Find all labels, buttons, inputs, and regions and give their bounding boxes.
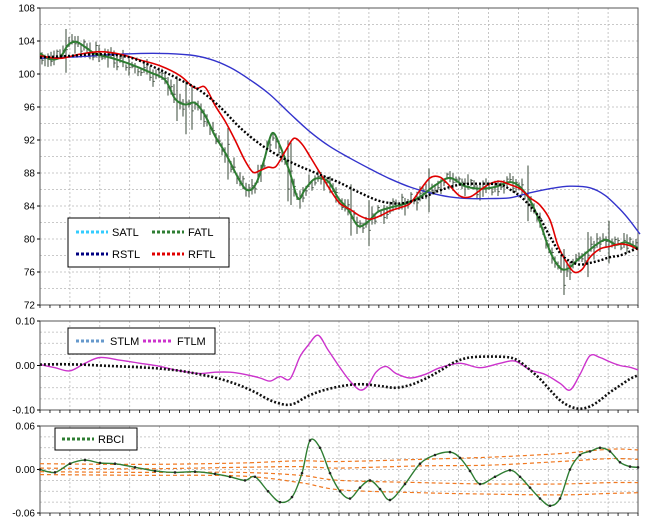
legend-top: SATL FATL RSTL RFTL — [67, 217, 230, 268]
rbci-point — [193, 470, 197, 473]
rbci-point — [493, 475, 497, 479]
rbci-point — [243, 479, 247, 482]
rbci-point — [338, 489, 342, 493]
series-fatl-line — [39, 40, 639, 271]
legend-box — [67, 217, 230, 268]
rbci-point — [228, 475, 232, 479]
rbci-point — [83, 458, 87, 462]
y-tick-label: 96 — [24, 103, 36, 114]
rbci-point — [598, 446, 602, 450]
series-ftlm-line — [39, 334, 639, 391]
rbci-point — [478, 482, 482, 486]
rbci-point — [578, 453, 582, 457]
y-tick-label: 104 — [18, 37, 35, 48]
legend-label-stlm: STLM — [110, 336, 139, 348]
rbci-point — [528, 486, 532, 489]
y-tick-label: 108 — [18, 4, 35, 15]
legend-label-fatl: FATL — [188, 227, 213, 239]
legend-label-rstl: RSTL — [112, 249, 140, 261]
rbci-point — [266, 489, 270, 493]
rbci-point — [448, 450, 452, 454]
rbci-point — [300, 471, 304, 475]
vertical-gridlines — [69, 426, 609, 513]
panel-1: 72 76 80 84 88 92 96 100 104 108 SATL FATL RSTL RFTL — [18, 4, 641, 312]
y-tick-label: 0.00 — [16, 465, 36, 476]
y-tick-label: 80 — [24, 235, 36, 246]
rbci-point — [558, 497, 562, 500]
y-tick-label: 0.00 — [16, 361, 36, 372]
legend-label-rbci: RBCI — [98, 434, 124, 446]
rbci-point — [628, 465, 632, 468]
series-stlm-line — [39, 355, 639, 411]
y-tick-label: 92 — [24, 136, 36, 147]
rbci-point — [253, 475, 257, 479]
rbci-point — [173, 471, 177, 474]
legend-label-rftl: RFTL — [188, 249, 216, 261]
rbci-point — [636, 466, 640, 469]
y-tick-label: 0.06 — [16, 422, 36, 433]
y-tick-label: 100 — [18, 70, 35, 81]
y-tick-label: 72 — [24, 301, 36, 312]
rbci-point — [468, 469, 472, 473]
rbci-point — [588, 450, 592, 453]
rbci-point — [133, 466, 137, 469]
rbci-point — [153, 469, 157, 473]
series-satl-line — [39, 52, 641, 235]
rbci-point — [318, 446, 322, 450]
rbci-point — [68, 462, 72, 466]
rbci-point — [328, 471, 332, 475]
y-tick-label: 88 — [24, 169, 36, 180]
series-rstl-line — [39, 52, 639, 266]
rbci-point — [518, 475, 522, 479]
rbci-point — [308, 439, 312, 442]
rbci-point — [608, 450, 612, 453]
rbci-point — [358, 486, 362, 489]
rbci-point — [213, 472, 217, 476]
rbci-point — [290, 495, 294, 499]
legend-box — [54, 427, 138, 451]
y-tick-label: 0.10 — [16, 317, 36, 328]
rbci-point — [508, 468, 512, 472]
rbci-point — [348, 497, 352, 500]
rbci-point — [548, 504, 552, 508]
legend-label-satl: SATL — [112, 227, 139, 239]
panel-2: -0.10 0.00 0.10 STLM FTLM — [12, 317, 639, 417]
rbci-point — [388, 498, 392, 502]
legend-middle: STLM FTLM — [67, 327, 216, 355]
rbci-point — [378, 487, 382, 491]
y-tick-label: -0.06 — [12, 509, 35, 520]
rbci-point — [403, 482, 407, 486]
rbci-point — [568, 468, 572, 471]
rbci-point — [368, 479, 372, 482]
rbci-point — [278, 500, 282, 504]
rbci-point — [98, 461, 102, 465]
rbci-point — [113, 462, 117, 466]
y-tick-label: 76 — [24, 268, 36, 279]
rbci-point — [618, 460, 622, 464]
rbci-point — [53, 471, 57, 474]
rbci-point — [418, 462, 422, 466]
rbci-point — [458, 456, 462, 460]
legend-label-ftlm: FTLM — [177, 336, 206, 348]
series-rbci-markers — [38, 439, 640, 508]
rbci-point — [38, 468, 42, 471]
legend-bottom: RBCI — [54, 427, 138, 451]
series-rftl-line — [39, 50, 639, 274]
y-tick-label: 84 — [24, 202, 36, 213]
rbci-point — [538, 497, 542, 500]
panel-3: -0.06 0.00 0.06 RBCI — [12, 422, 640, 520]
rbci-point — [433, 453, 437, 457]
y-tick-label: -0.10 — [12, 406, 35, 417]
